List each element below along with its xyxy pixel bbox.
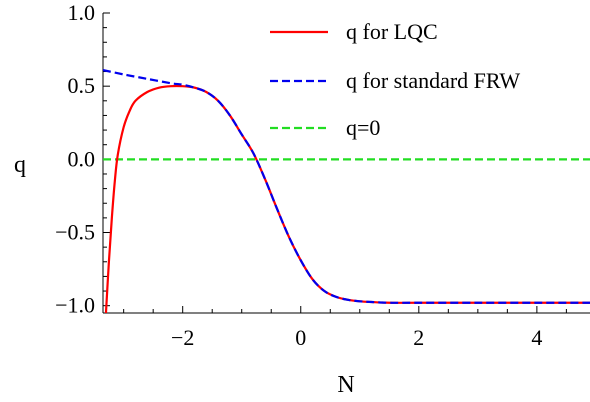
x-tick-label: 0 <box>295 325 306 350</box>
y-tick-label: 0.0 <box>68 146 96 171</box>
x-tick-label: −2 <box>171 325 194 350</box>
legend-label: q for LQC <box>346 19 438 44</box>
y-axis-label: q <box>14 152 26 178</box>
y-tick-label: −1.0 <box>55 293 95 318</box>
y-tick-label: 1.0 <box>68 0 96 25</box>
ticks: −2 0 2 4 1.0 0.5 0.0 −0.5 −1.0 <box>55 0 567 350</box>
axes <box>102 13 590 314</box>
y-tick-label: −0.5 <box>55 220 95 245</box>
series-line-standard-frw <box>103 68 590 304</box>
x-axis-label: N <box>337 372 354 398</box>
y-tick-label: 0.5 <box>68 73 96 98</box>
legend: q for LQC q for standard FRW q=0 <box>270 19 520 140</box>
x-tick-label: 4 <box>531 325 542 350</box>
plot-area <box>103 68 590 313</box>
x-tick-label: 2 <box>413 325 424 350</box>
legend-label: q for standard FRW <box>346 68 520 93</box>
legend-label: q=0 <box>346 115 380 140</box>
